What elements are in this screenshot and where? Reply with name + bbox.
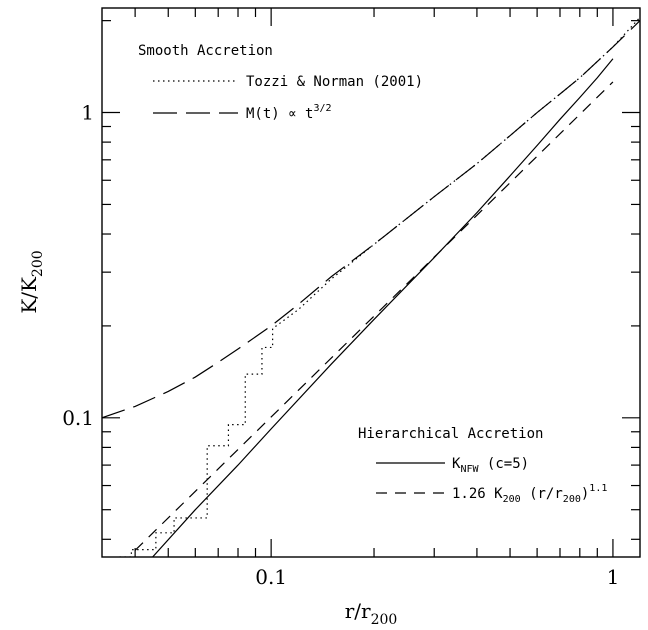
y-axis-label-sub: 200: [30, 250, 46, 277]
plot-frame: [101, 7, 641, 558]
legend-label-smooth: M(t) ∝ t3/2: [246, 103, 332, 122]
legend-label-knfw: KNFW (c=5): [452, 456, 529, 475]
legend-label-smooth-part-0: M(t) ∝ t: [246, 106, 313, 122]
legend-title-0: Smooth Accretion: [138, 43, 273, 59]
x-axis-label-main: r/r: [345, 599, 371, 623]
legend-label-smooth-part-1: 3/2: [313, 103, 331, 114]
series-line-knfw: [152, 58, 614, 557]
legend: Smooth Accretion Tozzi & Norman (2001) M(t…: [138, 43, 607, 505]
legend-label-powerlaw-part-5: 1.1: [589, 483, 607, 494]
legend-label-powerlaw-part-3: 200: [563, 494, 581, 505]
x-axis-label: r/r200: [345, 599, 398, 628]
axis-ticks: [102, 8, 640, 557]
y-axis-label: K/K200: [17, 250, 46, 313]
y-tick-label-0: 0.1: [62, 406, 94, 430]
legend-title-1: Hierarchical Accretion: [358, 426, 543, 442]
y-tick-label-1: 1: [81, 101, 94, 125]
legend-label-tozzi: Tozzi & Norman (2001): [246, 74, 423, 90]
legend-label-powerlaw-part-4: ): [581, 486, 589, 502]
y-axis-label-main: K/K: [17, 276, 41, 314]
legend-label-knfw-part-0: K: [452, 456, 461, 472]
tick-labels: 0.1 1 0.1 1: [62, 101, 619, 589]
legend-label-powerlaw-part-2: (r/r: [521, 486, 563, 502]
x-tick-label-1: 1: [607, 565, 620, 589]
legend-label-tozzi-part-0: Tozzi & Norman (2001): [246, 74, 423, 90]
legend-label-knfw-part-2: (c=5): [479, 456, 530, 472]
series-group: [102, 16, 640, 557]
series-line-tozzi: [119, 16, 640, 557]
legend-label-powerlaw-part-1: 200: [503, 494, 521, 505]
series-line-powerlaw: [134, 81, 614, 551]
legend-label-powerlaw: 1.26 K200 (r/r200)1.1: [452, 483, 607, 505]
series-line-smooth: [102, 20, 640, 419]
x-tick-label-0: 0.1: [255, 565, 287, 589]
x-axis-label-sub: 200: [371, 612, 398, 628]
legend-label-powerlaw-part-0: 1.26 K: [452, 486, 503, 502]
legend-label-knfw-part-1: NFW: [460, 464, 479, 475]
